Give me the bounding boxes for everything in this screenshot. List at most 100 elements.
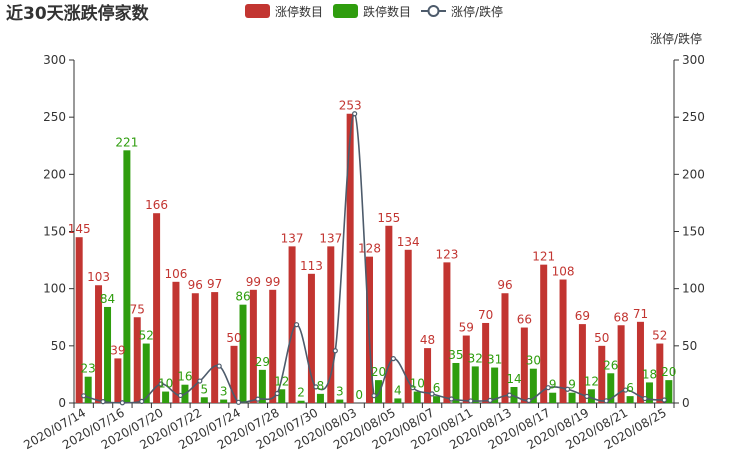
ratio-point[interactable]: [410, 385, 416, 391]
bar-down[interactable]: [626, 396, 634, 403]
ratio-point[interactable]: [332, 348, 338, 354]
bar-up[interactable]: [95, 285, 103, 403]
bar-up[interactable]: [153, 213, 161, 403]
bar-up[interactable]: [424, 348, 432, 403]
ratio-point[interactable]: [661, 397, 667, 403]
bar-down-label: 12: [584, 374, 599, 388]
bar-up[interactable]: [114, 358, 122, 403]
bar-up[interactable]: [462, 335, 470, 403]
ratio-point[interactable]: [158, 381, 164, 387]
bar-up-label: 121: [532, 250, 555, 264]
bar-down[interactable]: [394, 398, 402, 403]
ratio-point[interactable]: [506, 392, 513, 398]
bar-down[interactable]: [645, 382, 653, 403]
bar-down[interactable]: [336, 399, 344, 403]
bar-down[interactable]: [123, 150, 131, 403]
ratio-point[interactable]: [119, 400, 125, 406]
bar-down[interactable]: [665, 380, 673, 403]
bar-down[interactable]: [413, 391, 421, 403]
bar-down[interactable]: [142, 343, 150, 403]
ratio-point[interactable]: [564, 386, 571, 392]
ratio-point[interactable]: [313, 384, 319, 390]
bar-up[interactable]: [133, 317, 141, 403]
bar-down[interactable]: [452, 362, 460, 403]
bar-up[interactable]: [520, 327, 528, 403]
bar-down[interactable]: [587, 389, 595, 403]
ratio-point[interactable]: [429, 391, 435, 397]
ratio-point[interactable]: [448, 396, 455, 402]
bar-up[interactable]: [211, 292, 219, 403]
bar-up[interactable]: [559, 279, 567, 403]
ratio-point[interactable]: [139, 398, 145, 404]
legend-item-ratio[interactable]: 涨停/跌停: [421, 4, 503, 19]
ratio-point[interactable]: [603, 398, 609, 404]
bar-up[interactable]: [617, 325, 625, 403]
ratio-point[interactable]: [235, 399, 242, 405]
bar-up[interactable]: [172, 281, 180, 403]
bar-down[interactable]: [529, 368, 537, 403]
bar-up[interactable]: [230, 345, 238, 403]
ratio-point[interactable]: [623, 387, 629, 393]
bar-up[interactable]: [385, 225, 393, 403]
bar-up[interactable]: [307, 273, 315, 403]
right-tick-label: 0: [682, 396, 690, 410]
ratio-point[interactable]: [642, 395, 648, 402]
bar-up[interactable]: [482, 322, 490, 403]
bar-down[interactable]: [278, 389, 286, 403]
bar-up-label: 75: [130, 302, 145, 316]
bar-down[interactable]: [104, 306, 112, 403]
bar-up[interactable]: [598, 345, 606, 403]
bar-down[interactable]: [607, 373, 615, 403]
bar-up[interactable]: [501, 293, 509, 403]
ratio-point[interactable]: [468, 398, 474, 404]
legend-swatch-down: [333, 4, 358, 18]
ratio-point[interactable]: [371, 393, 377, 399]
bar-up[interactable]: [656, 343, 664, 403]
bar-down[interactable]: [220, 399, 228, 403]
bar-up[interactable]: [191, 293, 199, 403]
bar-up[interactable]: [443, 262, 451, 403]
bar-down[interactable]: [200, 397, 208, 403]
bar-down[interactable]: [471, 366, 479, 403]
ratio-point[interactable]: [390, 356, 396, 362]
ratio-point[interactable]: [274, 390, 280, 397]
bar-down[interactable]: [84, 376, 92, 403]
bar-down[interactable]: [375, 380, 382, 403]
bar-down-label: 0: [355, 388, 363, 402]
bar-down[interactable]: [258, 369, 266, 403]
ratio-point[interactable]: [177, 392, 184, 399]
bar-up[interactable]: [327, 246, 335, 403]
bar-down[interactable]: [568, 392, 576, 403]
bar-up[interactable]: [269, 289, 277, 403]
ratio-point[interactable]: [584, 393, 590, 399]
bar-down[interactable]: [491, 367, 499, 403]
legend-item-up[interactable]: 涨停数目: [245, 4, 323, 19]
bar-up[interactable]: [288, 246, 296, 403]
ratio-point[interactable]: [293, 322, 300, 328]
bar-down[interactable]: [316, 393, 324, 403]
bar-up[interactable]: [578, 324, 586, 403]
legend-item-down[interactable]: 跌停数目: [333, 4, 411, 19]
ratio-point[interactable]: [545, 385, 551, 391]
ratio-point[interactable]: [197, 378, 203, 384]
ratio-point[interactable]: [526, 397, 532, 404]
bar-down[interactable]: [433, 396, 441, 403]
bar-down[interactable]: [239, 304, 247, 403]
bar-up[interactable]: [404, 249, 412, 403]
ratio-point[interactable]: [255, 396, 261, 402]
bar-down[interactable]: [297, 400, 305, 403]
bar-down[interactable]: [510, 386, 518, 403]
bar-up[interactable]: [75, 237, 83, 403]
ratio-point[interactable]: [487, 397, 493, 403]
bar-up[interactable]: [249, 289, 257, 403]
ratio-point[interactable]: [81, 393, 87, 399]
ratio-point[interactable]: [352, 111, 358, 117]
bar-up[interactable]: [636, 321, 644, 403]
ratio-point[interactable]: [216, 363, 222, 369]
ratio-point[interactable]: [100, 399, 106, 405]
bar-down[interactable]: [162, 391, 170, 403]
bar-down[interactable]: [549, 392, 557, 403]
bar-up[interactable]: [346, 113, 354, 403]
bar-down-label: 32: [468, 351, 483, 365]
bar-up[interactable]: [540, 264, 548, 403]
